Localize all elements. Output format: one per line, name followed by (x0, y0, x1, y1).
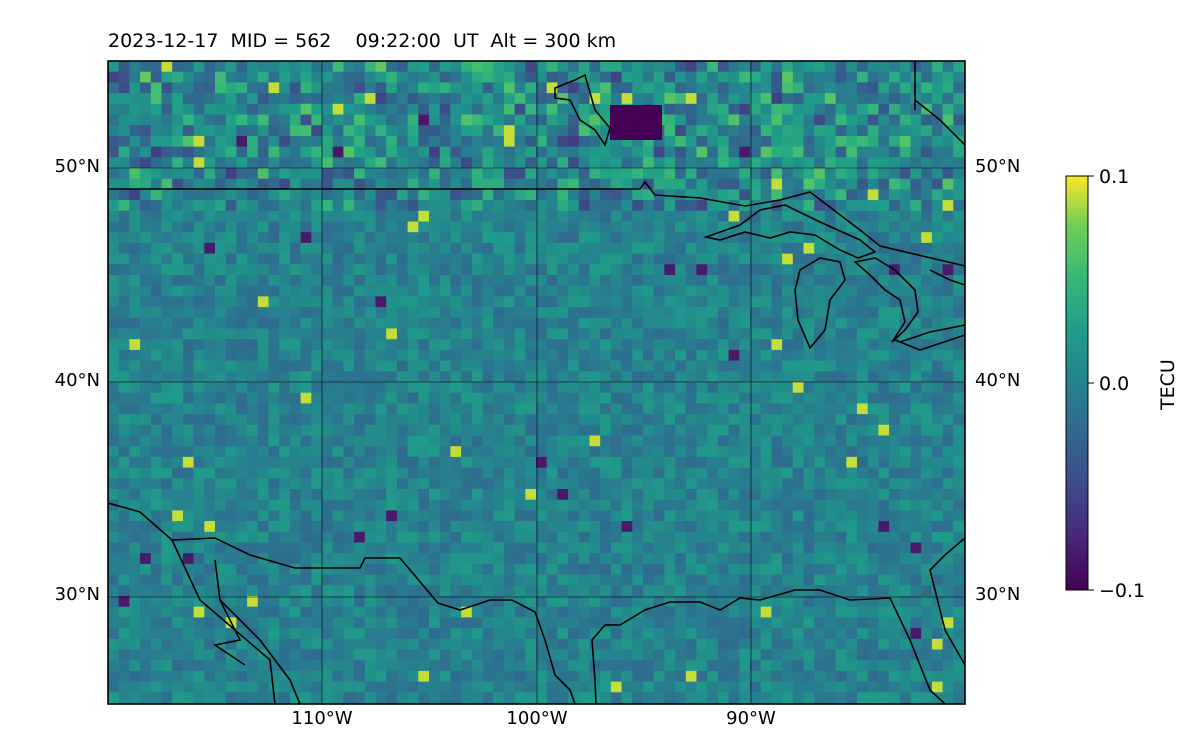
colorbar-tick-max: 0.1 (1099, 166, 1129, 188)
map-frame (107, 60, 966, 705)
lake-huron (853, 257, 919, 343)
florida-coast (929, 537, 965, 666)
baja-coast (214, 559, 301, 704)
tec-heatmap (108, 61, 965, 704)
hudson-coast (914, 61, 965, 146)
lon-label-90w: 90°W (726, 708, 776, 729)
lat-label-right-30: 30°N (975, 584, 1021, 605)
gulf-california (212, 599, 246, 666)
graticule (108, 61, 965, 704)
colorbar-label: TECU (1157, 359, 1179, 410)
lon-label-110w: 110°W (291, 708, 353, 729)
lat-label-right-50: 50°N (975, 156, 1021, 177)
us-canada-border (108, 180, 965, 267)
colorbar (1065, 175, 1089, 591)
colorbar-ticks (1088, 175, 1094, 591)
lake-winnipeg-coast (554, 73, 611, 147)
lake-superior (703, 204, 877, 259)
lat-label-left-30: 30°N (54, 584, 100, 605)
ontario-coast (929, 269, 965, 286)
lon-label-100w: 100°W (506, 708, 568, 729)
lat-label-left-50: 50°N (54, 156, 100, 177)
us-gulf-coast (591, 589, 946, 704)
coastlines (108, 61, 965, 704)
lake-michigan (794, 257, 846, 350)
lat-label-left-40: 40°N (54, 370, 100, 391)
lat-label-right-40: 40°N (975, 370, 1021, 391)
mexico-us-gulf-coast (108, 502, 576, 704)
colorbar-tick-min: −0.1 (1099, 580, 1145, 602)
lake-erie (894, 324, 965, 351)
map-title: 2023-12-17 MID = 562 09:22:00 UT Alt = 3… (108, 30, 617, 52)
colorbar-tick-zero: 0.0 (1099, 373, 1129, 395)
